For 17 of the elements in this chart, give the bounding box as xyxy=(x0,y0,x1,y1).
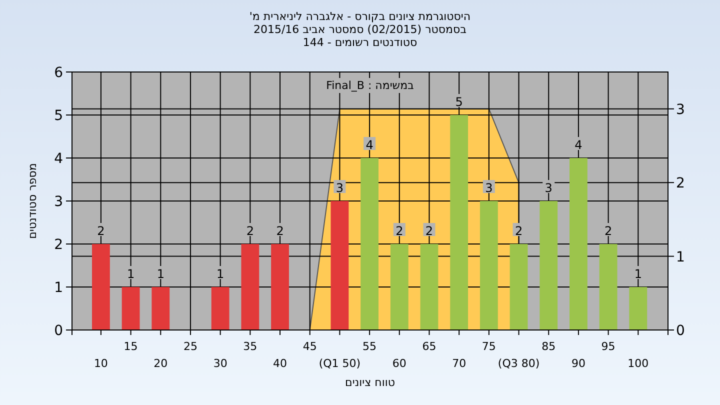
y-tick-label: 4 xyxy=(54,151,64,167)
y-tick-label: 5 xyxy=(54,108,63,124)
subtitle: סטודנטים רשומים - 144 xyxy=(302,36,418,49)
ylabel: מספר סטודנטים xyxy=(26,163,39,239)
y-tick-label: 2 xyxy=(54,237,63,253)
y-tick-label: 3 xyxy=(54,194,63,210)
y2-tick-label: 2 xyxy=(676,176,685,192)
y2-tick-label: 1 xyxy=(676,249,685,266)
y-tick-label: 6 xyxy=(54,65,64,81)
y-tick-label: 1 xyxy=(54,280,63,296)
y2-tick-label: 0 xyxy=(676,323,685,339)
y-tick-label: 0 xyxy=(54,323,63,339)
title: היסטוגרמת ציונים בקורס - אלגברה ליניארית מ' xyxy=(249,10,471,23)
y2-tick-label: 3 xyxy=(676,102,685,118)
subtitle: בסמסטר (02/2015) סמסטר אביב 2015/16 xyxy=(253,23,467,36)
xlabel: טווח ציונים xyxy=(345,376,395,389)
annotation: במשימה : Final_B xyxy=(326,79,414,92)
